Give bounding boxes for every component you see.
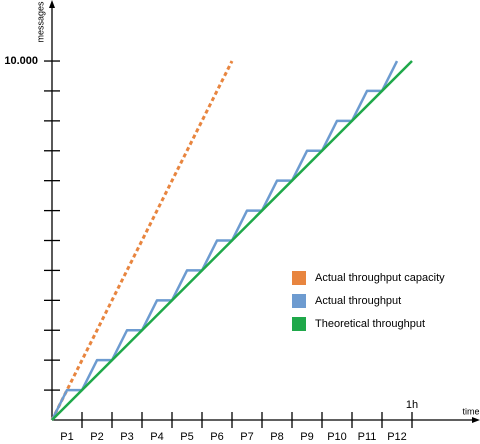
legend-swatch [292, 271, 306, 285]
y-axis-arrow [49, 0, 55, 8]
period-label: P12 [387, 431, 407, 443]
series-line [50, 60, 399, 421]
period-label: P3 [120, 431, 133, 443]
y-axis-label: messages [35, 1, 45, 43]
period-label: P4 [150, 431, 163, 443]
period-label: P6 [210, 431, 223, 443]
x-tick-label: 1h [406, 399, 418, 411]
y-tick-label: 10.000 [4, 55, 38, 67]
legend-label: Actual throughput [315, 295, 401, 307]
legend-swatch [292, 294, 306, 308]
series-line [50, 60, 234, 421]
x-axis-label: time [462, 406, 479, 416]
period-label: P10 [327, 431, 347, 443]
legend-label: Actual throughput capacity [315, 272, 445, 284]
period-label: P11 [358, 431, 377, 443]
legend-swatch [292, 317, 306, 331]
period-label: P7 [240, 431, 253, 443]
period-label: P5 [180, 431, 193, 443]
series-line [51, 60, 413, 421]
period-label: P9 [300, 431, 313, 443]
period-label: P2 [90, 431, 103, 443]
period-label: P8 [270, 431, 283, 443]
x-axis-arrow [472, 417, 480, 423]
period-label: P1 [60, 431, 73, 443]
legend-label: Theoretical throughput [315, 318, 425, 330]
